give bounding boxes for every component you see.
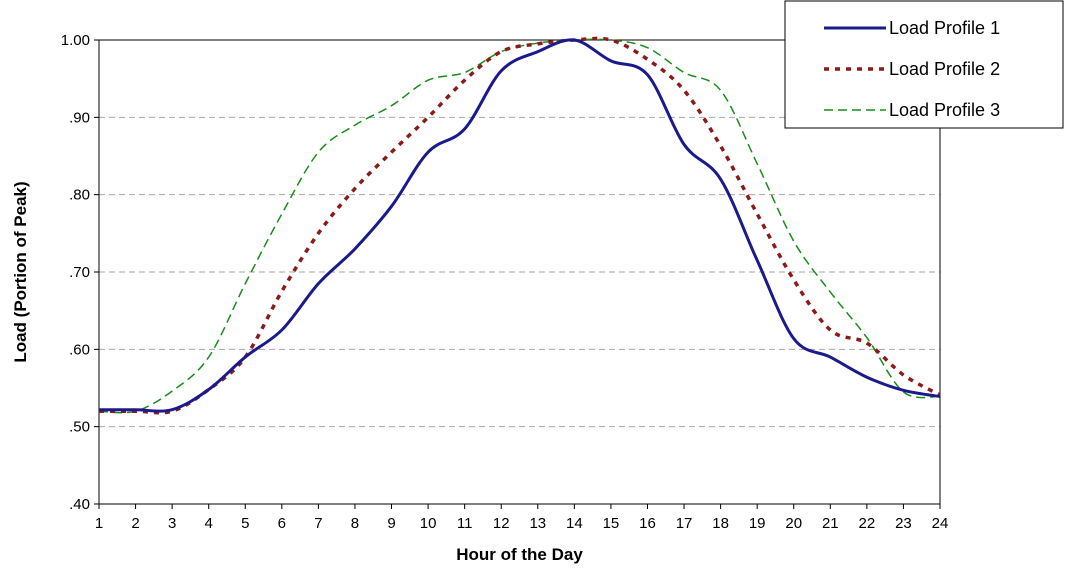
x-tick-label: 20 (785, 515, 802, 532)
x-tick-label: 6 (278, 515, 286, 532)
x-tick-label: 13 (529, 515, 546, 532)
x-tick-label: 9 (387, 515, 395, 532)
y-tick-label: .90 (69, 109, 90, 126)
x-tick-label: 5 (241, 515, 249, 532)
series-line-load-profile-1 (99, 38, 941, 413)
x-tick-label: 3 (168, 515, 176, 532)
x-tick-label: 21 (822, 515, 839, 532)
legend-item-load-profile-3: Load Profile 3 (824, 100, 1000, 120)
x-tick-label: 4 (205, 515, 213, 532)
x-tick-label: 24 (932, 515, 949, 532)
y-tick-label: 1.00 (61, 32, 90, 49)
x-tick-label: 23 (895, 515, 912, 532)
x-tick-label: 7 (314, 515, 322, 532)
gridlines (99, 116, 940, 428)
x-tick-label: 8 (351, 515, 359, 532)
x-axis-ticks: 1 2 3 4 5 6 7 8 9 10 11 12 13 14 15 16 17 18 19 20 21 22 23 24 (95, 504, 949, 532)
x-tick-label: 17 (676, 515, 693, 532)
y-axis-title: Load (Portion of Peak) (11, 181, 30, 362)
x-tick-label: 14 (566, 515, 583, 532)
legend-item-load-profile-2: Load Profile 2 (824, 59, 1000, 79)
x-axis-title: Hour of the Day (456, 545, 583, 564)
legend-label: Load Profile 3 (889, 100, 1000, 120)
x-tick-label: 18 (712, 515, 729, 532)
legend-box (784, 0, 1064, 129)
y-tick-label: .40 (69, 496, 90, 513)
y-tick-label: .50 (69, 419, 90, 436)
x-tick-label: 1 (95, 515, 103, 532)
legend-item-load-profile-1: Load Profile 1 (824, 18, 1000, 38)
y-tick-label: .70 (69, 264, 90, 281)
series-line-load-profile-3 (98, 38, 941, 414)
y-tick-label: .80 (69, 187, 90, 204)
x-tick-label: 16 (639, 515, 656, 532)
x-tick-label: 22 (859, 515, 876, 532)
x-tick-label: 15 (603, 515, 620, 532)
x-tick-label: 11 (457, 515, 473, 532)
legend-label: Load Profile 2 (889, 59, 1000, 79)
x-tick-label: 2 (131, 515, 139, 532)
y-tick-label: .60 (69, 341, 90, 358)
x-tick-label: 10 (420, 515, 437, 532)
legend: Load Profile 1 Load Profile 2 Load Profile… (784, 0, 1064, 129)
y-axis-ticks: .40 .50 .60 .70 .80 .90 1.00 (61, 32, 99, 513)
legend-label: Load Profile 1 (889, 18, 1000, 38)
series-lines (98, 36, 941, 415)
x-tick-label: 12 (493, 515, 510, 532)
x-tick-label: 19 (749, 515, 766, 532)
